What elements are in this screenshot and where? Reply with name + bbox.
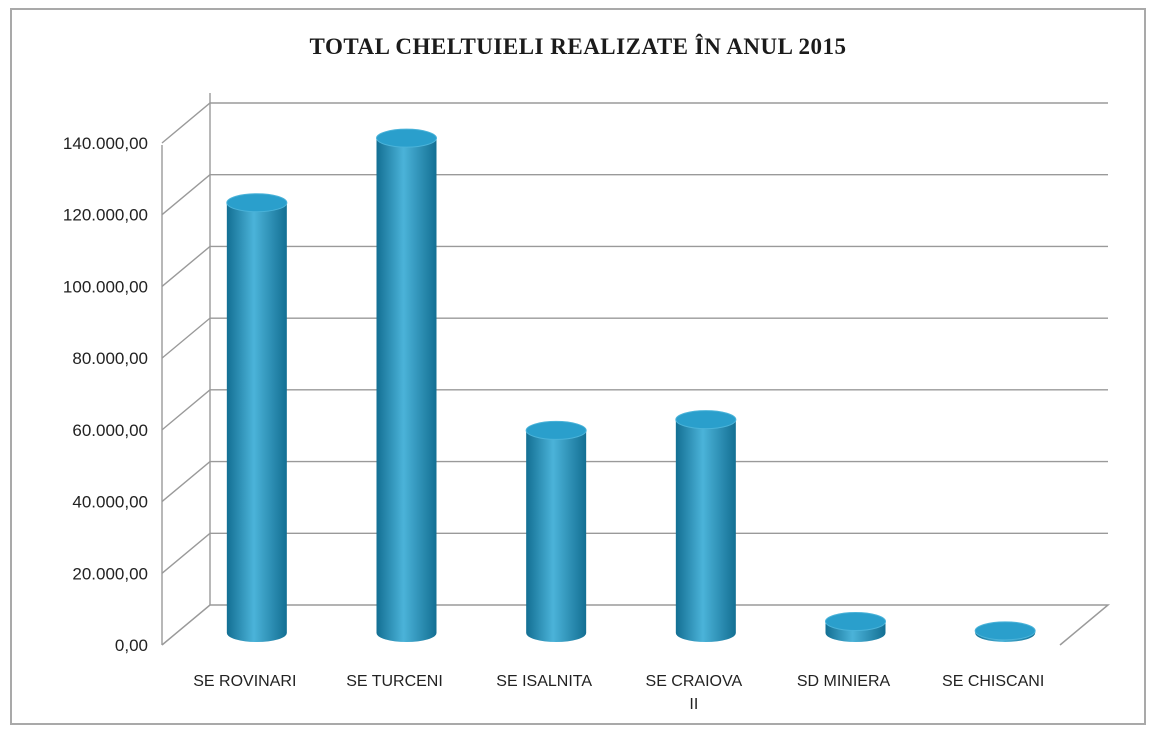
x-tick-label: SD MINIERA bbox=[797, 673, 891, 690]
y-axis: 0,00 20.000,00 40.000,00 60.000,00 80.000,00… bbox=[63, 134, 148, 655]
y-tick-label: 120.000,00 bbox=[63, 206, 148, 225]
bar-top bbox=[675, 410, 737, 430]
x-tick-label: SE CRAIOVA bbox=[646, 673, 743, 690]
y-tick-label: 60.000,00 bbox=[72, 421, 148, 440]
gridline bbox=[161, 102, 1108, 144]
y-tick-label: 80.000,00 bbox=[72, 349, 148, 368]
gridline bbox=[161, 532, 1108, 574]
bar-body bbox=[675, 419, 736, 642]
bar-top bbox=[376, 128, 437, 148]
x-tick-label: SE ROVINARI bbox=[193, 673, 296, 690]
gridline bbox=[161, 174, 1108, 216]
chart-title: TOTAL CHELTUIELI REALIZATE ÎN ANUL 2015 bbox=[309, 34, 847, 59]
x-axis: SE ROVINARI SE TURCENI SE ISALNITA SE CRAIO… bbox=[193, 673, 1044, 713]
x-tick-label: SE ISALNITA bbox=[496, 673, 592, 690]
bar bbox=[825, 612, 886, 642]
bar-top bbox=[226, 193, 288, 213]
gridline bbox=[161, 245, 1108, 287]
y-tick-label: 0,00 bbox=[115, 636, 148, 655]
bar-body bbox=[376, 138, 437, 642]
bar bbox=[675, 410, 737, 642]
bar bbox=[525, 420, 587, 642]
bar-top bbox=[825, 612, 886, 632]
gridlines bbox=[161, 93, 1111, 646]
y-tick-label: 140.000,00 bbox=[63, 134, 148, 153]
bar bbox=[974, 621, 1036, 642]
gridline bbox=[161, 317, 1108, 359]
bar bbox=[376, 128, 437, 642]
bar-top bbox=[525, 420, 587, 440]
bar-body bbox=[226, 202, 287, 642]
gridline bbox=[161, 460, 1108, 503]
y-tick-label: 100.000,00 bbox=[63, 277, 148, 296]
bar-body bbox=[526, 430, 587, 642]
floor bbox=[161, 604, 1111, 646]
y-tick-label: 20.000,00 bbox=[72, 564, 148, 583]
bar bbox=[226, 193, 288, 642]
gridline bbox=[161, 389, 1108, 431]
x-tick-label: SE TURCENI bbox=[346, 673, 443, 690]
x-tick-label: II bbox=[689, 696, 698, 713]
y-tick-label: 40.000,00 bbox=[72, 493, 148, 512]
bar-top bbox=[974, 621, 1036, 641]
bars bbox=[226, 128, 1036, 642]
x-tick-label: SE CHISCANI bbox=[942, 673, 1044, 690]
